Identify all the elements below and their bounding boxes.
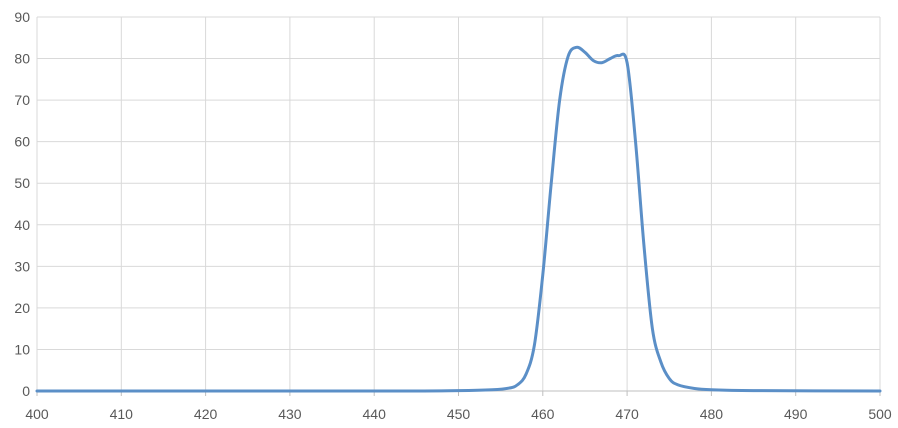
x-tick-label: 450 xyxy=(447,406,471,422)
y-tick-label: 50 xyxy=(14,175,30,191)
x-tick-label: 480 xyxy=(700,406,724,422)
x-tick-label: 420 xyxy=(194,406,218,422)
x-tick-label: 400 xyxy=(25,406,49,422)
y-tick-label: 30 xyxy=(14,258,30,274)
x-tick-label: 460 xyxy=(531,406,555,422)
y-tick-label: 60 xyxy=(14,134,30,150)
x-tick-label: 440 xyxy=(363,406,387,422)
y-tick-label: 90 xyxy=(14,9,30,25)
y-tick-label: 40 xyxy=(14,217,30,233)
x-tick-label: 430 xyxy=(278,406,302,422)
series-line-0 xyxy=(35,45,882,393)
x-tick-label: 500 xyxy=(868,406,892,422)
x-tick-label: 470 xyxy=(615,406,639,422)
y-tick-label: 0 xyxy=(22,383,30,399)
y-tick-label: 80 xyxy=(14,51,30,67)
y-tick-label: 10 xyxy=(14,341,30,357)
y-tick-label: 20 xyxy=(14,300,30,316)
tick-labels: 0 10 20 30 40 50 60 70 80 90 400 410 420 430 440 450 460… xyxy=(14,9,891,422)
series-layer xyxy=(35,45,882,393)
x-tick-label: 490 xyxy=(784,406,808,422)
grid xyxy=(36,16,881,391)
y-tick-label: 70 xyxy=(14,92,30,108)
x-tick-label: 410 xyxy=(110,406,134,422)
